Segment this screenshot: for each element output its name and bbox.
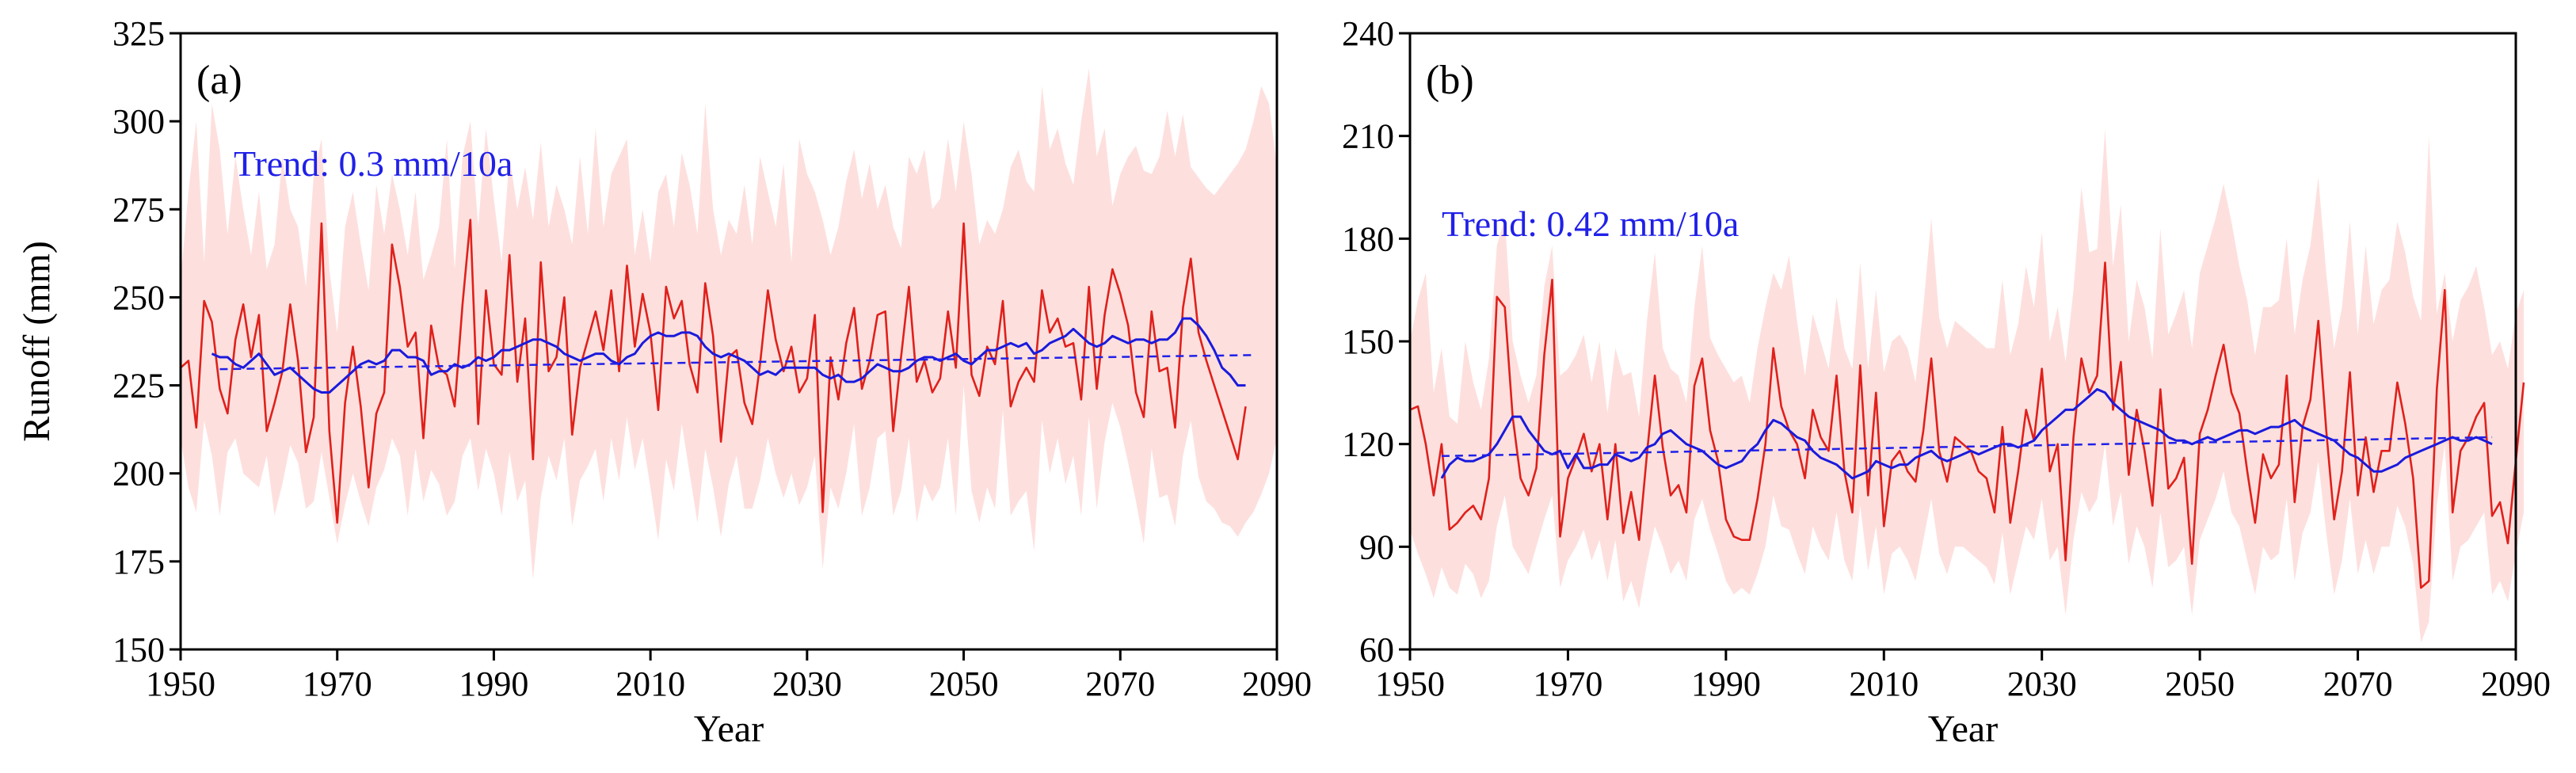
panel-a-ensemble-range-band: [181, 68, 1277, 580]
y-tick-label: 120: [1342, 425, 1394, 464]
x-tick-label: 2010: [615, 664, 685, 703]
x-tick-label: 2050: [929, 664, 999, 703]
y-tick-label: 225: [112, 367, 165, 406]
x-tick-label: 2070: [2323, 664, 2393, 703]
x-tick-label: 2010: [1849, 664, 1919, 703]
panel-b-trend-line: [1441, 436, 2493, 458]
y-tick-label: 200: [112, 455, 165, 493]
panel-a-annual-runoff-line: [180, 219, 1247, 524]
y-tick-label: 210: [1342, 117, 1394, 156]
panel-b-label: (b): [1426, 58, 1474, 103]
x-tick-label: 1950: [146, 664, 215, 703]
x-tick-label: 2050: [2165, 664, 2235, 703]
y-tick-label: 90: [1359, 527, 1394, 566]
x-tick-label: 1950: [1375, 664, 1445, 703]
x-tick-label: 2030: [2007, 664, 2077, 703]
panel-b-trend-label: Trend: 0.42 mm/10a: [1442, 204, 1739, 244]
x-tick-label: 1990: [1691, 664, 1761, 703]
panel-b-moving-average-line: [1440, 388, 2493, 480]
panel-a-axes-frame: [179, 32, 1278, 651]
panel-a-label: (a): [196, 58, 242, 103]
y-tick-label: 150: [112, 630, 165, 669]
y-tick-label: 275: [112, 190, 165, 229]
y-tick-label: 180: [1342, 219, 1394, 258]
panel-a-x-axis-label: Year: [694, 708, 764, 750]
panel-a-y-axis-label: Runoff (mm): [16, 241, 58, 442]
panel-a-trend-label: Trend: 0.3 mm/10a: [234, 143, 513, 184]
y-tick-label: 240: [1342, 14, 1394, 53]
x-tick-label: 2090: [2481, 664, 2551, 703]
x-tick-label: 1970: [1533, 664, 1602, 703]
panel-b-plot-area: [1409, 129, 2525, 643]
panel-a-chart: 1950 1970 1990 2010 2030 2050 2070 2090 150 175 20…: [16, 14, 1312, 750]
x-tick-label: 2090: [1242, 664, 1312, 703]
x-tick-label: 1990: [459, 664, 528, 703]
y-tick-label: 250: [112, 278, 165, 317]
panel-b-chart: 1950 1970 1990 2010 2030 2050 2070 2090 60 90 120 1…: [1342, 14, 2551, 750]
panel-a-plot-area: [180, 68, 1277, 580]
panel-a-ticks: 1950 1970 1990 2010 2030 2050 2070 2090 150 175 20…: [112, 14, 1312, 703]
x-tick-label: 2030: [772, 664, 842, 703]
y-tick-label: 300: [112, 102, 165, 141]
x-tick-label: 2070: [1085, 664, 1155, 703]
panel-b-x-axis-label: Year: [1928, 708, 1998, 750]
y-tick-label: 60: [1359, 630, 1394, 669]
x-tick-label: 1970: [303, 664, 372, 703]
panel-b-ensemble-range-band: [1410, 129, 2524, 643]
y-tick-label: 150: [1342, 322, 1394, 361]
panel-a-moving-average-line: [211, 317, 1246, 394]
panel-b-ticks: 1950 1970 1990 2010 2030 2050 2070 2090 60 90 120 1…: [1342, 14, 2551, 703]
y-tick-label: 175: [112, 543, 165, 581]
y-tick-label: 325: [112, 14, 165, 53]
panel-a-trend-line: [219, 354, 1254, 371]
